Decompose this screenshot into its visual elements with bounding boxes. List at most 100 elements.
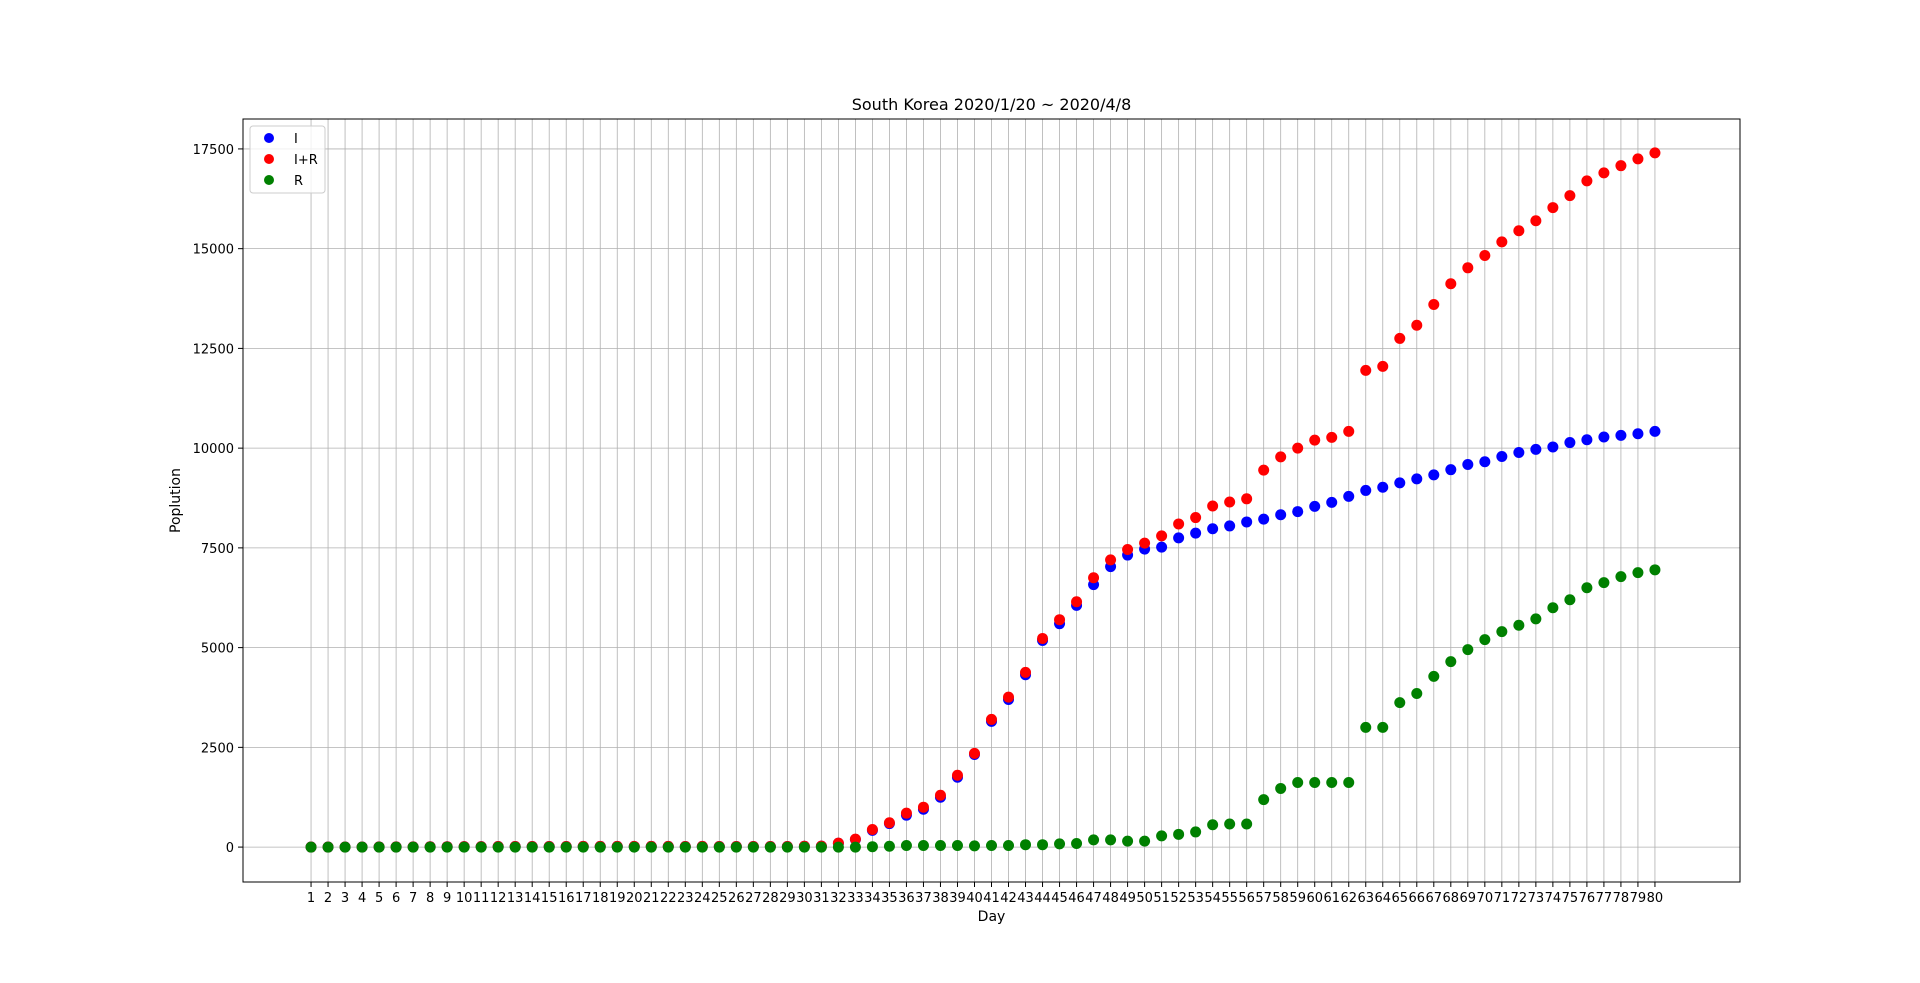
x-tick-label: 1 (307, 891, 315, 906)
data-point-i (1190, 527, 1202, 539)
legend: I I+R R (249, 125, 326, 194)
x-tick-label: 58 (1272, 891, 1289, 906)
x-tick-label: 66 (1409, 891, 1426, 906)
data-point-i (1649, 425, 1661, 437)
x-tick-label: 32 (830, 891, 847, 906)
data-point-i-plus-r (1241, 493, 1253, 505)
data-point-r (1224, 818, 1236, 830)
data-point-i (1581, 434, 1593, 446)
data-point-r (1190, 826, 1202, 838)
x-tick-label: 44 (1034, 891, 1051, 906)
x-tick-label: 70 (1477, 891, 1494, 906)
data-point-r (1462, 644, 1474, 656)
legend-marker-i-plus-r (264, 154, 274, 164)
data-point-i-plus-r (1547, 202, 1559, 214)
x-tick-label: 8 (426, 891, 434, 906)
data-point-i (1428, 469, 1440, 481)
legend-item-i-plus-r: I+R (264, 153, 318, 168)
x-tick-label: 28 (762, 891, 779, 906)
legend-label-i-plus-r: I+R (294, 153, 318, 168)
data-point-r (730, 841, 742, 853)
data-point-i-plus-r (1207, 500, 1219, 512)
data-point-r (1241, 818, 1253, 830)
x-tick-label: 78 (1613, 891, 1630, 906)
data-point-r (696, 841, 708, 853)
x-tick-label: 73 (1528, 891, 1545, 906)
data-point-i-plus-r (1649, 147, 1661, 159)
data-point-i (1547, 441, 1559, 453)
x-tick-label: 51 (1153, 891, 1170, 906)
data-point-r (1071, 838, 1083, 850)
x-tick-label: 7 (409, 891, 417, 906)
data-point-i-plus-r (1054, 614, 1066, 626)
data-point-i-plus-r (1139, 537, 1151, 549)
data-point-i-plus-r (1105, 554, 1117, 566)
y-axis-ticks: 0 2500 5000 7500 10000 12500 15000 17500 (193, 143, 243, 856)
x-tick-label: 49 (1119, 891, 1136, 906)
data-point-r (1411, 687, 1423, 699)
data-point-r (1428, 670, 1440, 682)
x-tick-label: 47 (1085, 891, 1102, 906)
x-tick-label: 26 (728, 891, 745, 906)
data-point-r (1615, 571, 1627, 583)
data-point-i-plus-r (968, 747, 980, 759)
x-tick-label: 68 (1443, 891, 1460, 906)
data-point-r (543, 841, 555, 853)
data-point-r (1343, 776, 1355, 788)
data-point-i (1564, 437, 1576, 449)
x-tick-label: 75 (1562, 891, 1579, 906)
data-point-i-plus-r (1479, 249, 1491, 261)
x-tick-label: 80 (1647, 891, 1664, 906)
x-tick-label: 40 (966, 891, 983, 906)
x-tick-label: 18 (592, 891, 609, 906)
data-point-i-plus-r (1224, 496, 1236, 508)
data-point-r (594, 841, 606, 853)
data-point-i-plus-r (1003, 691, 1015, 703)
data-point-r (1020, 839, 1032, 851)
x-tick-label: 61 (1323, 891, 1340, 906)
data-points (305, 147, 1661, 853)
data-point-r (1496, 626, 1508, 638)
x-tick-label: 56 (1238, 891, 1255, 906)
x-tick-label: 33 (847, 891, 864, 906)
legend-label-i: I (294, 132, 298, 147)
data-point-i-plus-r (951, 769, 963, 781)
data-point-i-plus-r (1088, 572, 1100, 584)
data-point-i-plus-r (1530, 215, 1542, 227)
data-point-r (560, 841, 572, 853)
data-point-r (781, 841, 793, 853)
data-point-i (1530, 443, 1542, 455)
data-point-i-plus-r (1309, 434, 1321, 446)
data-point-r (441, 841, 453, 853)
data-point-i (1360, 484, 1372, 496)
x-tick-label: 14 (524, 891, 541, 906)
x-tick-label: 72 (1511, 891, 1528, 906)
data-point-i (1513, 447, 1525, 459)
data-point-r (1581, 582, 1593, 594)
data-point-i-plus-r (1190, 512, 1202, 524)
x-tick-label: 55 (1221, 891, 1238, 906)
data-point-i-plus-r (1343, 425, 1355, 437)
x-tick-label: 31 (813, 891, 830, 906)
data-point-i-plus-r (1598, 167, 1610, 179)
data-point-r (747, 841, 759, 853)
data-point-r (305, 841, 317, 853)
x-tick-label: 39 (949, 891, 966, 906)
data-point-r (577, 841, 589, 853)
data-point-i (1207, 523, 1219, 535)
data-point-r (407, 841, 419, 853)
data-point-r (424, 841, 436, 853)
y-tick-label: 15000 (193, 243, 234, 258)
x-tick-label: 37 (915, 891, 932, 906)
data-point-r (1105, 834, 1117, 846)
data-point-r (628, 841, 640, 853)
x-tick-label: 60 (1306, 891, 1323, 906)
data-point-r (1258, 794, 1270, 806)
data-point-r (883, 840, 895, 852)
x-tick-label: 25 (711, 891, 728, 906)
data-point-i-plus-r (900, 807, 912, 819)
data-point-i (1598, 431, 1610, 443)
x-tick-label: 2 (324, 891, 332, 906)
data-point-i (1377, 481, 1389, 493)
